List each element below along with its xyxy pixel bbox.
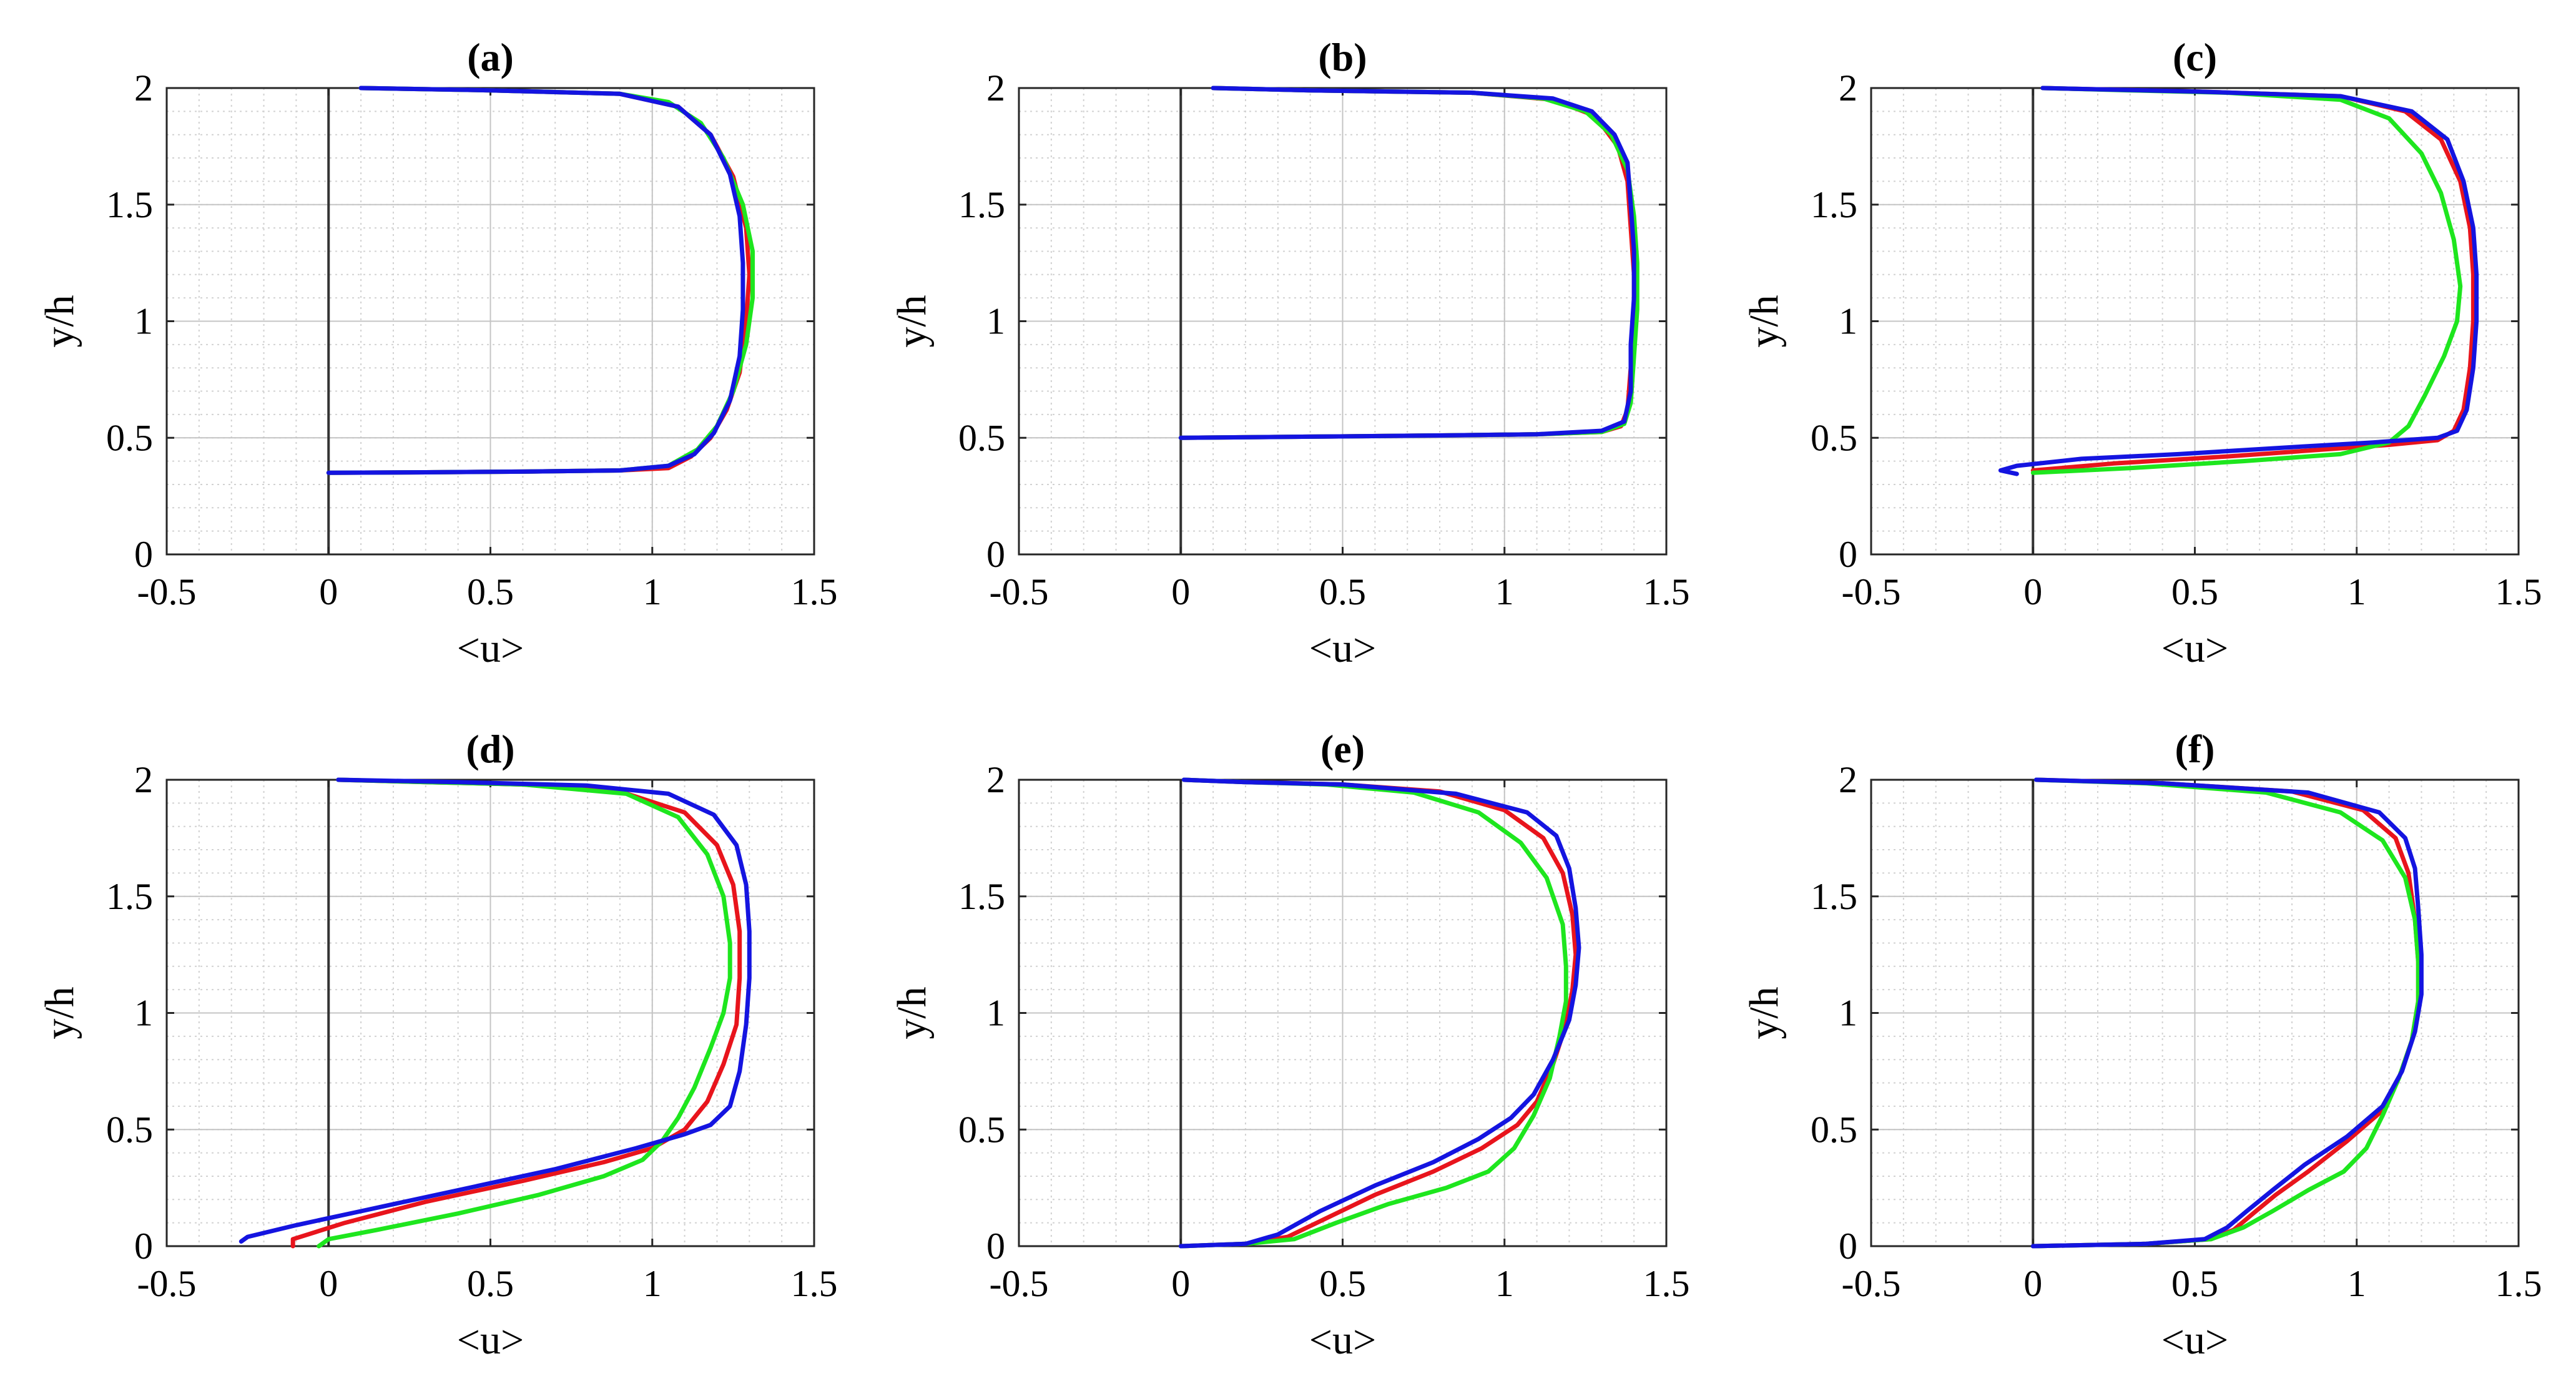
series-line-blue bbox=[238, 777, 752, 1244]
y-tick-label: 2 bbox=[134, 759, 153, 800]
panel-title: (d) bbox=[466, 727, 514, 771]
panel-c: -0.5 0 0.5 1 1.500.511.52<u>y/h(c) bbox=[1741, 35, 2542, 671]
y-tick-label: 1 bbox=[1839, 993, 1857, 1034]
y-tick-label: 0 bbox=[134, 1226, 153, 1267]
x-axis-label: <u> bbox=[457, 1317, 524, 1363]
y-tick-label: 1.5 bbox=[1811, 876, 1857, 917]
panel-e: -0.5 0 0.5 1 1.500.511.52<u>y/h(e) bbox=[889, 727, 1690, 1363]
y-tick-label: 0.5 bbox=[106, 417, 153, 458]
x-tick-label: 1.5 bbox=[2495, 571, 2542, 612]
x-tick-label: -0.5 bbox=[137, 571, 197, 612]
x-tick-label: 1 bbox=[2347, 571, 2366, 612]
y-axis-label: y/h bbox=[37, 295, 82, 347]
y-tick-label: 2 bbox=[986, 759, 1005, 800]
y-axis-label: y/h bbox=[1741, 986, 1787, 1039]
series-line-blue bbox=[1178, 86, 1636, 440]
panel-f: -0.5 0 0.5 1 1.500.511.52<u>y/h(f) bbox=[1741, 727, 2542, 1363]
y-tick-label: 1 bbox=[986, 993, 1005, 1034]
panel-title: (e) bbox=[1320, 727, 1365, 771]
x-tick-label: 1 bbox=[643, 1263, 662, 1304]
series-line-blue bbox=[1998, 86, 2479, 476]
panel-title: (a) bbox=[467, 35, 514, 79]
panel-title: (b) bbox=[1318, 35, 1367, 79]
y-tick-label: 1.5 bbox=[958, 184, 1005, 225]
series-line-blue bbox=[326, 86, 745, 475]
y-tick-label: 1.5 bbox=[1811, 184, 1857, 225]
y-tick-label: 1 bbox=[134, 993, 153, 1034]
x-tick-label: 1 bbox=[2347, 1263, 2366, 1304]
y-tick-label: 1.5 bbox=[106, 184, 153, 225]
x-tick-label: 1.5 bbox=[791, 1263, 838, 1304]
panel-a: -0.5 0 0.5 1 1.500.511.52<u>y/h(a) bbox=[37, 35, 838, 671]
x-tick-label: -0.5 bbox=[1842, 571, 1901, 612]
x-axis-label: <u> bbox=[2161, 1317, 2228, 1363]
x-tick-label: 0 bbox=[1171, 1263, 1190, 1304]
y-tick-label: 1.5 bbox=[106, 876, 153, 917]
y-tick-label: 2 bbox=[134, 67, 153, 109]
x-tick-label: 1 bbox=[1495, 1263, 1514, 1304]
x-tick-label: 1.5 bbox=[791, 571, 838, 612]
x-tick-label: -0.5 bbox=[990, 571, 1049, 612]
series-line-blue bbox=[1178, 777, 1581, 1249]
y-tick-label: 0.5 bbox=[958, 1109, 1005, 1150]
x-tick-label: 0.5 bbox=[2171, 1263, 2218, 1304]
y-axis-label: y/h bbox=[1741, 295, 1787, 347]
y-tick-label: 1.5 bbox=[958, 876, 1005, 917]
x-axis-label: <u> bbox=[2161, 626, 2228, 671]
y-tick-label: 0 bbox=[1839, 534, 1857, 575]
x-axis-label: <u> bbox=[1309, 1317, 1376, 1363]
x-tick-label: 1.5 bbox=[1643, 571, 1690, 612]
x-tick-label: 1.5 bbox=[2495, 1263, 2542, 1304]
x-tick-label: 0 bbox=[1171, 571, 1190, 612]
y-tick-label: 0 bbox=[986, 1226, 1005, 1267]
x-tick-label: 0.5 bbox=[1319, 571, 1366, 612]
x-tick-label: 0 bbox=[2023, 1263, 2042, 1304]
x-tick-label: 0.5 bbox=[1319, 1263, 1366, 1304]
y-tick-label: 0.5 bbox=[1811, 1109, 1857, 1150]
y-tick-label: 0 bbox=[134, 534, 153, 575]
x-tick-label: 1 bbox=[643, 571, 662, 612]
series-line-blue bbox=[2030, 777, 2424, 1249]
y-tick-label: 0.5 bbox=[106, 1109, 153, 1150]
x-tick-label: -0.5 bbox=[990, 1263, 1049, 1304]
y-tick-label: 1 bbox=[1839, 301, 1857, 342]
series-line-green bbox=[2030, 86, 2463, 475]
y-tick-label: 2 bbox=[986, 67, 1005, 109]
panel-d: -0.5 0 0.5 1 1.500.511.52<u>y/h(d) bbox=[37, 727, 838, 1363]
x-tick-label: 0.5 bbox=[467, 1263, 514, 1304]
x-tick-label: -0.5 bbox=[137, 1263, 197, 1304]
y-tick-label: 0 bbox=[986, 534, 1005, 575]
x-tick-label: 0.5 bbox=[467, 571, 514, 612]
y-tick-label: 0 bbox=[1839, 1226, 1857, 1267]
y-tick-label: 2 bbox=[1839, 67, 1857, 109]
y-tick-label: 0.5 bbox=[958, 417, 1005, 458]
y-tick-label: 0.5 bbox=[1811, 417, 1857, 458]
x-tick-label: 0 bbox=[319, 571, 338, 612]
y-axis-label: y/h bbox=[37, 986, 82, 1039]
x-tick-label: 0 bbox=[319, 1263, 338, 1304]
x-axis-label: <u> bbox=[457, 626, 524, 671]
y-tick-label: 2 bbox=[1839, 759, 1857, 800]
x-tick-label: -0.5 bbox=[1842, 1263, 1901, 1304]
x-tick-label: 1.5 bbox=[1643, 1263, 1690, 1304]
y-tick-label: 1 bbox=[986, 301, 1005, 342]
series-line-green bbox=[317, 777, 732, 1249]
x-axis-label: <u> bbox=[1309, 626, 1376, 671]
x-tick-label: 1 bbox=[1495, 571, 1514, 612]
panel-b: -0.5 0 0.5 1 1.500.511.52<u>y/h(b) bbox=[889, 35, 1690, 671]
y-axis-label: y/h bbox=[889, 295, 935, 347]
x-tick-label: 0 bbox=[2023, 571, 2042, 612]
x-tick-label: 0.5 bbox=[2171, 571, 2218, 612]
panel-title: (f) bbox=[2175, 727, 2215, 771]
series-line-green bbox=[1178, 777, 1568, 1249]
panel-title: (c) bbox=[2173, 35, 2217, 79]
y-axis-label: y/h bbox=[889, 986, 935, 1039]
y-tick-label: 1 bbox=[134, 301, 153, 342]
